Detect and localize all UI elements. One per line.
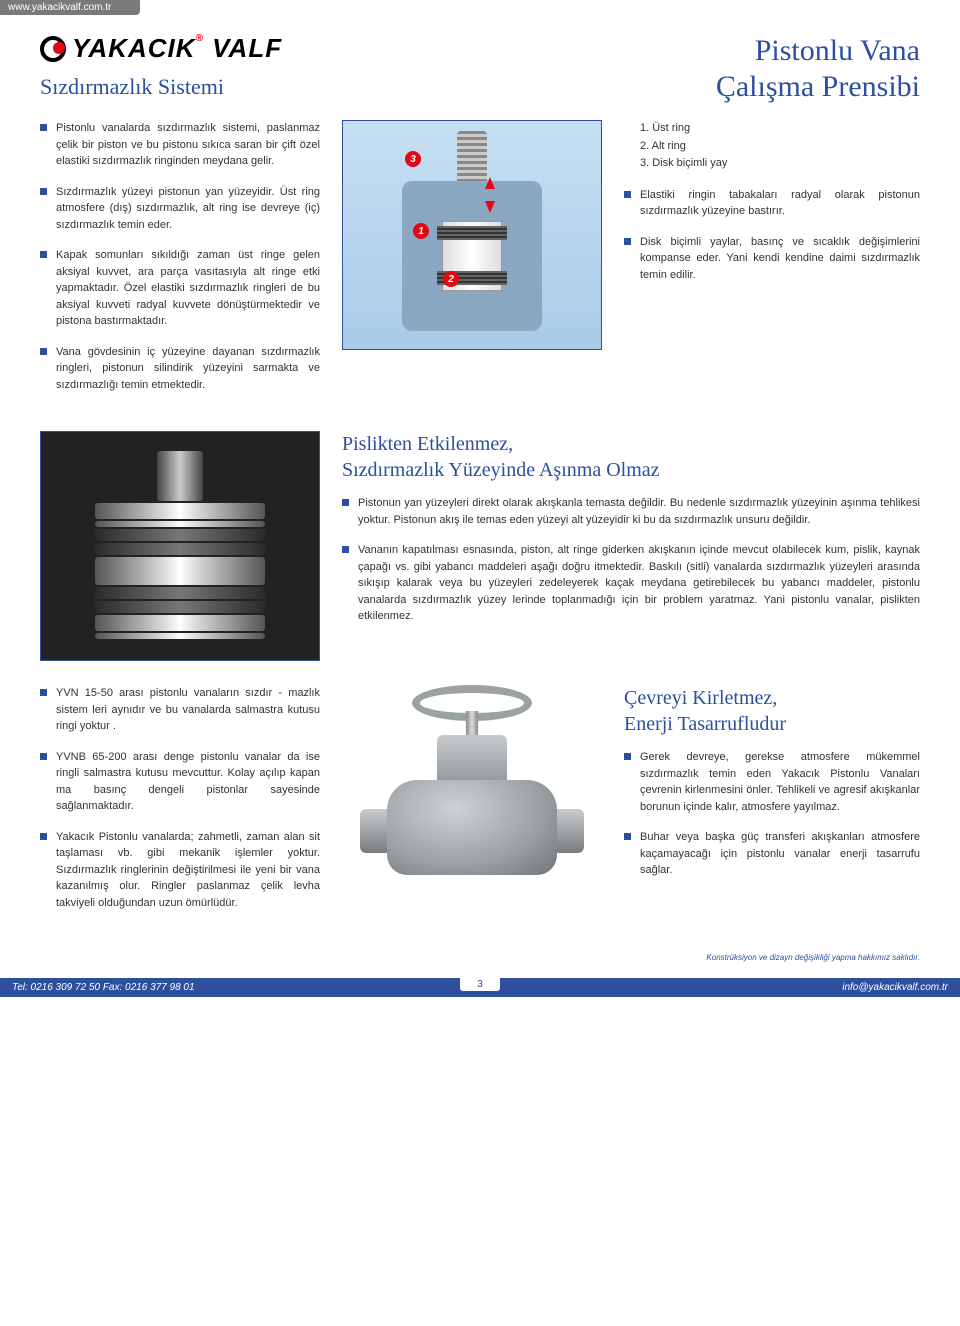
section3-title-line2: Enerji Tasarrufludur xyxy=(624,713,786,735)
bullet-item: YVNB 65-200 arası denge pistonlu vanalar… xyxy=(40,749,320,815)
section2-title-line1: Pislikten Etkilenmez, xyxy=(342,433,513,455)
section3-mid-col xyxy=(342,685,602,885)
bullet-item: Sızdırmazlık yüzeyi pistonun yan yüzeyid… xyxy=(40,184,320,234)
logo-block: YAKACIK® VALF Sızdırmazlık Sistemi xyxy=(40,33,282,114)
logo-icon xyxy=(40,36,66,62)
section3-row: YVN 15-50 arası pistonlu vanaların sızdı… xyxy=(40,685,920,925)
bullet-item: Kapak somunları sıkıldığı zaman üst ring… xyxy=(40,247,320,330)
bullet-item: Gerek devreye, gerekse atmosfere mükemme… xyxy=(624,749,920,815)
section2-title: Pislikten Etkilenmez, Sızdırmazlık Yüzey… xyxy=(342,431,920,483)
section1-col-left: Pistonlu vanalarda sızdırmazlık sistemi,… xyxy=(40,120,320,407)
main-title: Pistonlu Vana Çalışma Prensibi xyxy=(716,33,920,105)
footer-contact: Tel: 0216 309 72 50 Fax: 0216 377 98 01 xyxy=(12,982,195,993)
header-row: YAKACIK® VALF Sızdırmazlık Sistemi Pisto… xyxy=(40,33,920,114)
section1-col-right: 1. Üst ring 2. Alt ring 3. Disk biçimli … xyxy=(624,120,920,297)
bullet-item: Elastiki ringin tabakaları radyal olarak… xyxy=(624,187,920,220)
section2-text-col: Pislikten Etkilenmez, Sızdırmazlık Yüzey… xyxy=(342,431,920,639)
valve-product-photo xyxy=(352,685,592,885)
section2-title-line2: Sızdırmazlık Yüzeyinde Aşınma Olmaz xyxy=(342,459,660,481)
section2-row: Pislikten Etkilenmez, Sızdırmazlık Yüzey… xyxy=(40,431,920,661)
bullet-item: Pistonun yan yüzeyleri direkt olarak akı… xyxy=(342,495,920,528)
bullet-item: YVN 15-50 arası pistonlu vanaların sızdı… xyxy=(40,685,320,735)
site-url-bar: www.yakacikvalf.com.tr xyxy=(0,0,140,15)
logo-brand: YAKACIK xyxy=(72,33,196,63)
bullet-item: Buhar veya başka güç transferi akışkanla… xyxy=(624,829,920,879)
section2-photo-col xyxy=(40,431,320,661)
arrow-down-icon xyxy=(485,201,495,213)
bullet-item: Yakacık Pistonlu vanalarda; zahmetli, za… xyxy=(40,829,320,912)
page-content: YAKACIK® VALF Sızdırmazlık Sistemi Pisto… xyxy=(0,15,960,970)
valve-body xyxy=(387,780,557,875)
main-title-line2: Çalışma Prensibi xyxy=(716,70,920,103)
main-title-line1: Pistonlu Vana xyxy=(755,34,920,67)
bullet-item: Pistonlu vanalarda sızdırmazlık sistemi,… xyxy=(40,120,320,170)
section1-diagram: 3 1 2 xyxy=(342,120,602,350)
callout-3: 3 xyxy=(405,151,421,167)
diagram-legend: 1. Üst ring 2. Alt ring 3. Disk biçimli … xyxy=(624,120,920,173)
diagram-ring-top xyxy=(437,226,507,240)
callout-1: 1 xyxy=(413,223,429,239)
section1-title: Sızdırmazlık Sistemi xyxy=(40,74,282,100)
footer-email: info@yakacikvalf.com.tr xyxy=(842,982,948,993)
valve-cutaway-diagram: 3 1 2 xyxy=(342,120,602,350)
section3-left-col: YVN 15-50 arası pistonlu vanaların sızdı… xyxy=(40,685,320,925)
piston-photo xyxy=(40,431,320,661)
legend-item: 3. Disk biçimli yay xyxy=(640,155,920,173)
footer-page-number: 3 xyxy=(460,978,500,991)
section3-right-col: Çevreyi Kirletmez, Enerji Tasarrufludur … xyxy=(624,685,920,893)
legend-item: 2. Alt ring xyxy=(640,138,920,156)
section1-columns: Pistonlu vanalarda sızdırmazlık sistemi,… xyxy=(40,120,920,407)
fineprint-notice: Konstrüksiyon ve dizayn değişikliği yapm… xyxy=(40,953,920,962)
logo-text: YAKACIK® VALF xyxy=(72,33,282,64)
arrow-up-icon xyxy=(485,177,495,189)
callout-2: 2 xyxy=(443,271,459,287)
logo-product: VALF xyxy=(212,33,282,63)
bullet-item: Disk biçimli yaylar, basınç ve sıcaklık … xyxy=(624,234,920,284)
bullet-item: Vananın kapatılması esnasında, piston, a… xyxy=(342,542,920,625)
logo-reg: ® xyxy=(196,33,204,44)
page-footer: Tel: 0216 309 72 50 Fax: 0216 377 98 01 … xyxy=(0,978,960,997)
bullet-item: Vana gövdesinin iç yüzeyine dayanan sızd… xyxy=(40,344,320,394)
section3-title: Çevreyi Kirletmez, Enerji Tasarrufludur xyxy=(624,685,920,737)
section3-title-line1: Çevreyi Kirletmez, xyxy=(624,687,777,709)
legend-item: 1. Üst ring xyxy=(640,120,920,138)
